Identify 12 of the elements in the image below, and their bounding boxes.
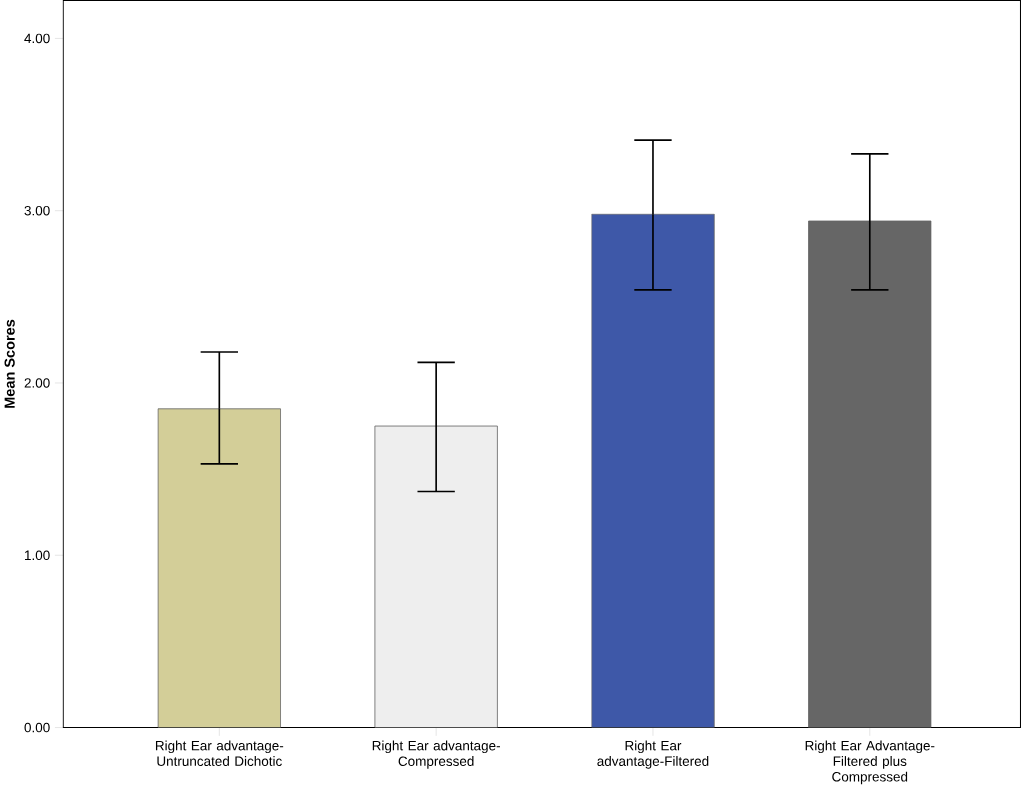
x-tick-label: Right Ear advantage-Untruncated Dichotic — [155, 740, 284, 767]
x-tick-label: Right Ear advantage-Compressed — [372, 740, 500, 769]
bar — [157, 408, 281, 728]
x-tick-label: Right Ear advantage-Filtered — [597, 740, 709, 769]
y-tick-label: 2.00 — [24, 378, 50, 388]
y-tick-label: 0.00 — [24, 722, 50, 733]
y-tick-label: 3.00 — [24, 206, 50, 216]
x-tick-label: Right Ear Advantage-Filtered plus Compressed — [805, 740, 935, 785]
y-tick-label: 1.00 — [25, 550, 50, 561]
y-axis-title: Mean Scores — [4, 319, 15, 408]
bar — [591, 213, 715, 728]
y-tick-label: 4.00 — [24, 33, 50, 44]
